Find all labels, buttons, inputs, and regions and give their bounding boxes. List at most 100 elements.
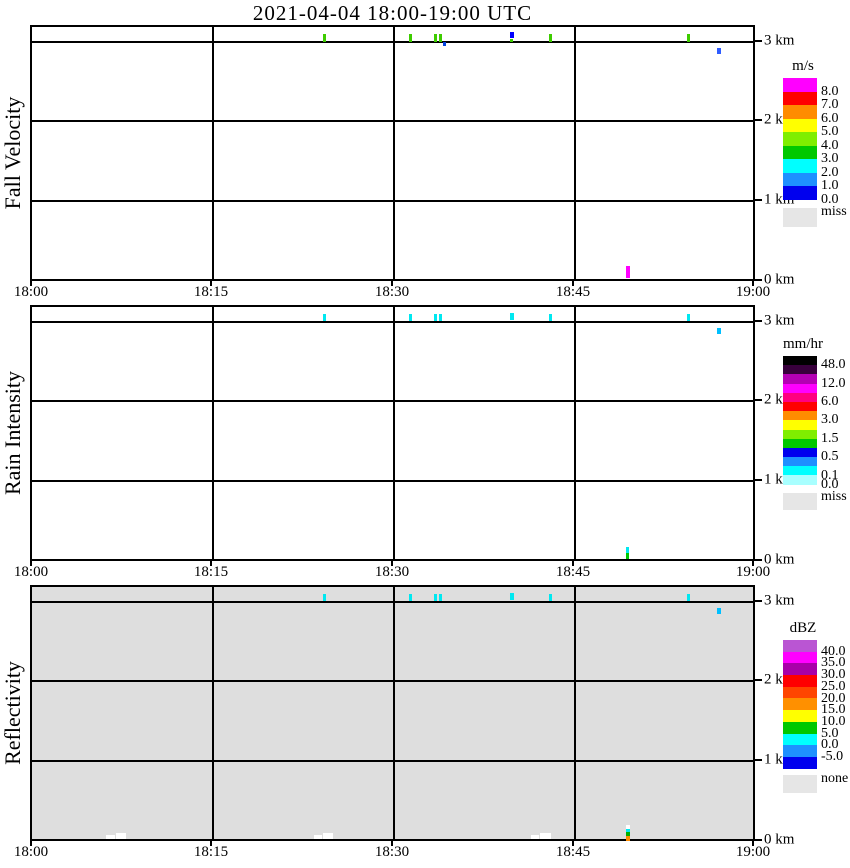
y-tick-mark: [755, 839, 762, 841]
legend-value-label: 3.0: [821, 412, 839, 428]
legend-value-label: -5.0: [821, 749, 844, 764]
legend-value-label: 0.0: [821, 476, 839, 492]
x-tick-mark: [572, 281, 574, 286]
legend-colorbar-m-s: [783, 78, 817, 200]
data-mark: [443, 42, 446, 46]
y-tick-mark: [755, 479, 762, 481]
panel-fall-velocity: [30, 25, 755, 281]
x-tick-mark: [572, 841, 574, 846]
data-mark: [323, 314, 326, 321]
x-tick-label: 18:00: [13, 564, 49, 580]
gridline-3km: [32, 601, 753, 603]
legend-colorbar-mm-hr: [783, 356, 817, 485]
legend-value-label: 6.0: [821, 110, 839, 126]
x-tick-mark: [210, 281, 212, 286]
legend-color-block: [783, 411, 817, 421]
y-axis-title-fall-velocity: Fall Velocity: [0, 96, 25, 210]
legend-value-label: 20.0: [821, 690, 846, 706]
legend-missing-block: [783, 207, 817, 227]
y-tick-label: 0 km: [764, 551, 795, 568]
data-mark: [531, 835, 539, 839]
y-tick-mark: [755, 559, 762, 561]
data-mark: [409, 594, 412, 601]
legend-value-label: 30.0: [821, 667, 846, 683]
x-tick-mark: [391, 281, 393, 286]
legend-color-block: [783, 118, 817, 132]
legend-color-block: [783, 429, 817, 439]
legend-color-block: [783, 651, 817, 664]
x-tick-mark: [210, 561, 212, 566]
gridline-1km: [32, 200, 753, 202]
legend-color-block: [783, 172, 817, 186]
y-tick-mark: [755, 600, 762, 602]
x-tick-mark: [30, 561, 32, 566]
legend-color-block: [783, 105, 817, 119]
legend-color-block: [783, 145, 817, 159]
legend-color-block: [783, 383, 817, 393]
y-tick-label: 3 km: [764, 592, 795, 609]
legend-value-label: 40.0: [821, 643, 846, 659]
data-mark: [409, 314, 412, 321]
gridline-1km: [32, 480, 753, 482]
legend-value-label: 15.0: [821, 702, 846, 718]
legend-value-label: 5.0: [821, 124, 839, 139]
data-mark: [439, 594, 442, 601]
legend-value-label: 25.0: [821, 678, 846, 694]
legend-value-label: 1.0: [821, 178, 839, 193]
x-tick-label: 18:45: [555, 284, 591, 300]
legend-color-block: [783, 733, 817, 746]
legend-color-block: [783, 132, 817, 146]
legend-color-block: [783, 640, 817, 652]
data-mark: [626, 836, 630, 841]
y-tick-mark: [755, 399, 762, 401]
legend-value-label: 48.0: [821, 357, 846, 373]
data-mark: [434, 314, 437, 321]
y-tick-label: 0 km: [764, 831, 795, 848]
data-mark: [434, 594, 437, 601]
data-mark: [687, 34, 690, 42]
x-tick-label: 18:45: [555, 844, 591, 860]
y-tick-label: 0 km: [764, 271, 795, 288]
legend-value-label: 2.0: [821, 164, 839, 180]
data-mark: [439, 314, 442, 321]
y-tick-mark: [755, 320, 762, 322]
legend-color-block: [783, 447, 817, 458]
gridline-1km: [32, 760, 753, 762]
legend-color-block: [783, 159, 817, 173]
x-tick-mark: [30, 281, 32, 286]
data-mark: [687, 594, 690, 601]
legend-missing-label: miss: [821, 203, 847, 219]
legend-color-block: [783, 721, 817, 734]
gridline-time-1830: [393, 587, 395, 839]
legend-color-block: [783, 186, 817, 200]
legend-value-label: 3.0: [821, 151, 839, 166]
data-mark: [510, 39, 513, 42]
x-tick-mark: [752, 841, 754, 846]
legend-color-block: [783, 420, 817, 430]
data-mark: [626, 553, 629, 559]
legend-color-block: [783, 365, 817, 375]
x-tick-label: 19:00: [735, 564, 771, 580]
panel-rain-intensity: [30, 305, 755, 561]
y-axis-title-rain-intensity: Rain Intensity: [0, 370, 25, 496]
data-mark: [323, 833, 333, 839]
legend-value-label: 1.5: [821, 430, 839, 446]
gridline-time-1845: [574, 27, 576, 279]
legend-value-label: 0.5: [821, 449, 839, 465]
legend-value-label: 0.0: [821, 737, 839, 753]
legend-missing-label: miss: [821, 488, 847, 504]
x-tick-mark: [391, 841, 393, 846]
data-mark: [626, 825, 630, 829]
data-mark: [717, 608, 721, 614]
legend-value-label: 5.0: [821, 725, 839, 741]
y-tick-mark: [755, 199, 762, 201]
data-mark: [717, 48, 721, 54]
legend-missing-block: [783, 492, 817, 510]
x-tick-label: 18:30: [374, 564, 410, 580]
legend-color-block: [783, 457, 817, 467]
legend-colorbar-dBZ: [783, 640, 817, 769]
legend-value-label: 8.0: [821, 83, 839, 99]
x-tick-mark: [391, 561, 393, 566]
data-mark: [116, 833, 126, 839]
legend-color-block: [783, 710, 817, 722]
